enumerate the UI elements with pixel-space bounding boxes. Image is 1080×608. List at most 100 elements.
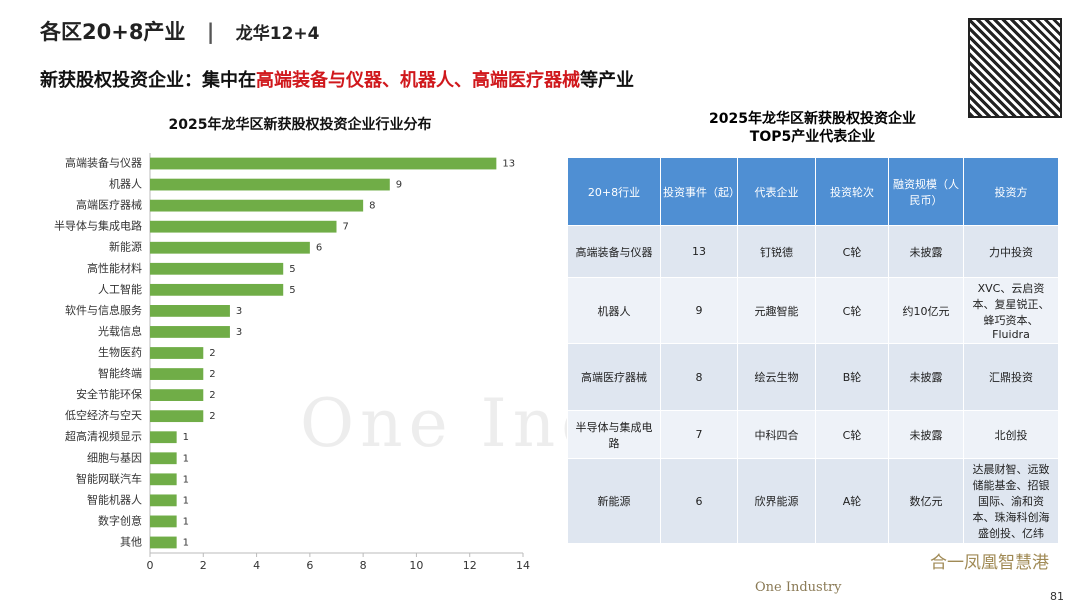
- header-cell: 融资规模（人民币）: [888, 157, 964, 226]
- y-tick-label: 光载信息: [98, 324, 142, 338]
- bar: [150, 199, 364, 212]
- bar: [150, 368, 204, 380]
- y-tick-label: 细胞与基因: [87, 451, 142, 464]
- y-tick-label: 软件与信息服务: [65, 303, 142, 317]
- bar: [150, 515, 177, 528]
- y-tick-label: 人工智能: [98, 282, 142, 296]
- chart-title: 2025年龙华区新获股权投资企业行业分布: [169, 116, 432, 133]
- table-cell: 6: [660, 458, 738, 544]
- subtitle-highlight: 高端装备与仪器、机器人、高端医疗器械: [256, 70, 580, 91]
- table-cell: C轮: [815, 410, 889, 459]
- data-label: 8: [369, 201, 375, 212]
- logo-right: 合一凤凰智慧港: [930, 553, 1049, 573]
- data-label: 2: [209, 369, 215, 380]
- header-cell: 投资事件（起）: [660, 157, 740, 226]
- x-tick-label: 8: [360, 559, 367, 572]
- bar: [150, 431, 177, 444]
- x-tick-label: 12: [463, 559, 477, 572]
- table-cell: C轮: [815, 225, 889, 278]
- table-cell: 数亿元: [888, 458, 964, 544]
- data-label: 1: [183, 495, 189, 506]
- y-tick-label: 高端装备与仪器: [65, 156, 142, 170]
- table-cell: 机器人: [567, 277, 661, 344]
- bar: [150, 262, 284, 275]
- section: 龙华12+4: [235, 24, 320, 44]
- x-tick-label: 14: [516, 559, 530, 572]
- y-tick-label: 半导体与集成电路: [54, 219, 142, 233]
- table-cell: 半导体与集成电路: [567, 410, 661, 459]
- data-label: 1: [183, 453, 189, 464]
- x-tick-label: 6: [306, 559, 313, 572]
- y-tick-label: 智能终端: [98, 366, 142, 380]
- x-tick-label: 4: [253, 559, 260, 572]
- table-cell: C轮: [815, 277, 889, 344]
- table-cell: A轮: [815, 458, 889, 544]
- data-label: 6: [316, 243, 322, 254]
- subtitle: 新获股权投资企业：集中在高端装备与仪器、机器人、高端医疗器械等产业: [40, 66, 634, 92]
- y-tick-label: 其他: [120, 535, 142, 548]
- bar: [150, 473, 177, 486]
- bar: [150, 241, 310, 254]
- table-cell: 未披露: [888, 343, 964, 411]
- table-cell: XVC、云启资本、复星锐正、蜂巧资本、Fluidra: [963, 277, 1059, 344]
- table-cell: 13: [660, 225, 738, 278]
- header: 各区20+8产业 | 龙华12+4: [40, 16, 319, 46]
- data-label: 5: [289, 285, 295, 296]
- y-tick-label: 安全节能环保: [76, 387, 142, 401]
- data-label: 9: [396, 180, 402, 191]
- logo-left: One Industry: [755, 580, 842, 595]
- table-row: 半导体与集成电路 7 中科四合 C轮 未披露 北创投: [567, 410, 1059, 459]
- x-tick-label: 2: [200, 559, 207, 572]
- table-cell: 力中投资: [963, 225, 1059, 278]
- bar: [150, 283, 284, 296]
- header-cell: 投资轮次: [815, 157, 889, 226]
- table-cell: 新能源: [567, 458, 661, 544]
- data-label: 1: [183, 516, 189, 527]
- data-label: 3: [236, 306, 242, 317]
- bar: [150, 157, 497, 170]
- bar: [150, 494, 177, 507]
- table-title-line: 2025年龙华区新获股权投资企业: [709, 111, 916, 127]
- table: 20+8行业 投资事件（起） 代表企业 投资轮次 融资规模（人民币） 投资方 高端装备与仪器…: [567, 157, 1059, 544]
- header-row: 20+8行业 投资事件（起） 代表企业 投资轮次 融资规模（人民币） 投资方: [567, 157, 1059, 226]
- y-tick-label: 生物医药: [98, 345, 142, 359]
- data-label: 1: [183, 432, 189, 443]
- bar: [150, 410, 204, 423]
- table-cell: B轮: [815, 343, 889, 411]
- qr-code: [968, 18, 1062, 118]
- divider: |: [206, 20, 215, 44]
- data-label: 1: [183, 537, 189, 548]
- table-cell: 未披露: [888, 225, 964, 278]
- bar: [150, 178, 390, 191]
- table-title: 2025年龙华区新获股权投资企业 TOP5产业代表企业: [567, 110, 1058, 146]
- y-tick-label: 高性能材料: [87, 261, 142, 275]
- table-cell: 约10亿元: [888, 277, 964, 344]
- bar: [150, 305, 230, 317]
- header-cell: 投资方: [963, 157, 1059, 226]
- y-tick-label: 机器人: [109, 177, 142, 191]
- subtitle-part: 新获股权投资企业：集中在: [40, 70, 256, 91]
- data-label: 5: [289, 264, 295, 275]
- table-row: 新能源 6 欣界能源 A轮 数亿元 达晨财智、远致储能基金、招银国际、渝和资本、珠海科创海…: [567, 458, 1059, 544]
- title: 各区20+8产业: [40, 20, 186, 44]
- table-cell: 未披露: [888, 410, 964, 459]
- bar: [150, 536, 177, 549]
- table-cell: 钉锐德: [737, 225, 816, 278]
- subtitle-part: 等产业: [580, 70, 634, 91]
- y-tick-label: 高端医疗器械: [76, 198, 142, 212]
- table-cell: 汇鼎投资: [963, 343, 1059, 411]
- bar: [150, 347, 204, 359]
- x-tick-label: 10: [409, 559, 423, 572]
- header-cell: 20+8行业: [567, 157, 661, 226]
- data-label: 2: [209, 390, 215, 401]
- data-label: 2: [209, 411, 215, 422]
- page-number: 81: [1050, 590, 1064, 603]
- table-cell: 高端装备与仪器: [567, 225, 661, 278]
- table-row: 机器人 9 元趣智能 C轮 约10亿元 XVC、云启资本、复星锐正、蜂巧资本、Fluidr…: [567, 277, 1059, 344]
- table-cell: 达晨财智、远致储能基金、招银国际、渝和资本、珠海科创海盛创投、亿纬: [963, 458, 1059, 544]
- table-row: 高端医疗器械 8 绘云生物 B轮 未披露 汇鼎投资: [567, 343, 1059, 411]
- y-tick-label: 低空经济与空天: [65, 408, 142, 422]
- x-tick-label: 0: [147, 559, 154, 572]
